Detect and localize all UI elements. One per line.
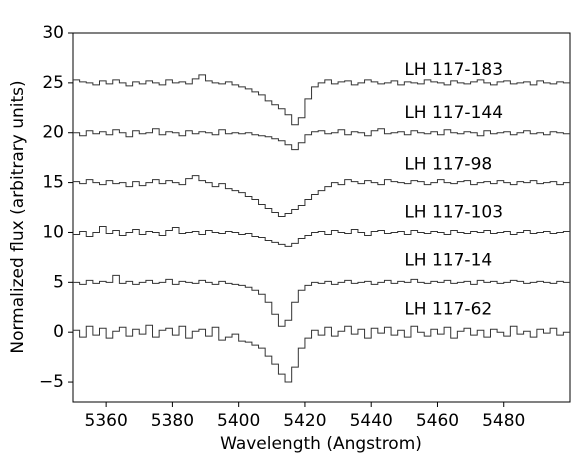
x-tick-label: 5480 <box>482 411 525 431</box>
spectrum-line <box>73 175 570 218</box>
spectrum-line <box>73 274 570 327</box>
series-label: LH 117-14 <box>404 250 492 270</box>
plot-frame <box>72 32 571 403</box>
spectrum-line <box>73 225 570 247</box>
spectrum-line <box>73 324 570 383</box>
x-tick-label: 5360 <box>85 411 128 431</box>
x-tick-label: 5460 <box>416 411 459 431</box>
series-label: LH 117-62 <box>404 299 492 319</box>
y-tick-label: 10 <box>42 222 64 242</box>
series-label: LH 117-183 <box>404 60 503 80</box>
x-axis-label: Wavelength (Angstrom) <box>220 434 422 454</box>
x-tick-label: 5400 <box>217 411 260 431</box>
y-tick-label: 20 <box>42 123 64 143</box>
y-tick-label: 25 <box>42 73 64 93</box>
spectrum-line <box>73 74 570 126</box>
series-label: LH 117-144 <box>404 103 503 123</box>
y-axis-label: Normalized flux (arbitrary units) <box>8 80 28 353</box>
series-label: LH 117-98 <box>404 155 492 175</box>
series-label: LH 117-103 <box>404 203 503 223</box>
y-tick-label: 15 <box>42 173 64 193</box>
y-tick-label: 5 <box>53 272 64 292</box>
x-tick-label: 5380 <box>151 411 194 431</box>
y-tick-label: −5 <box>39 372 64 392</box>
x-tick-label: 5440 <box>350 411 393 431</box>
x-tick-label: 5420 <box>283 411 326 431</box>
y-tick-label: 30 <box>42 23 64 43</box>
y-tick-label: 0 <box>53 322 64 342</box>
spectrum-line <box>73 128 570 151</box>
